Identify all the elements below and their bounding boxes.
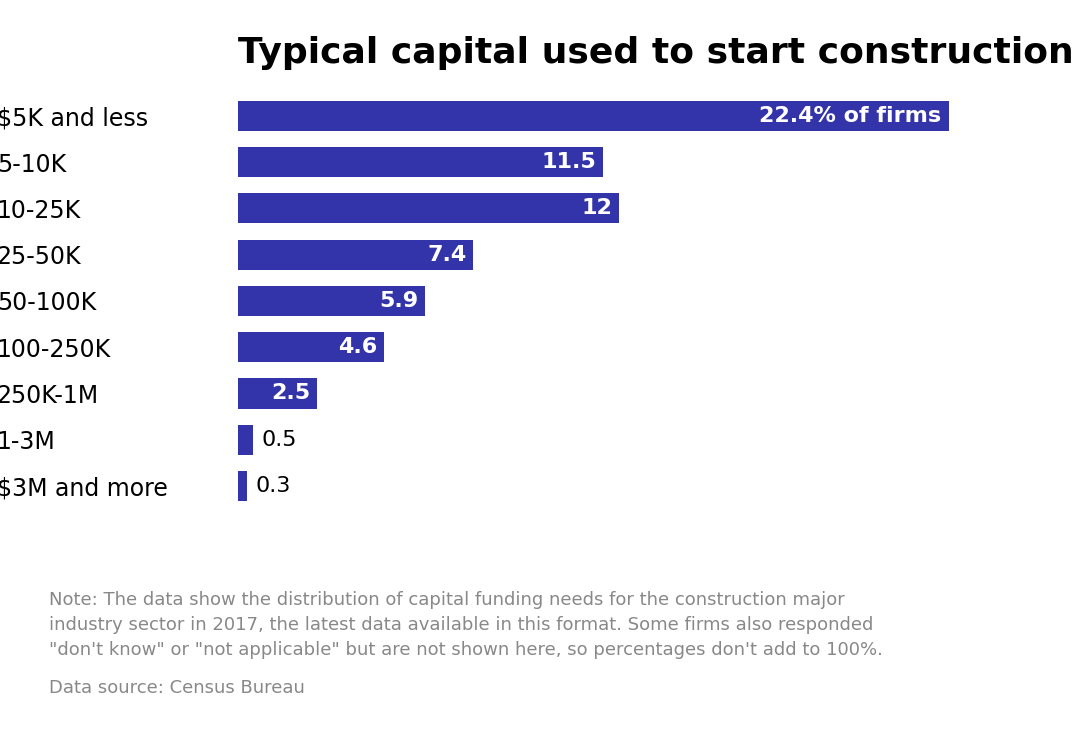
Text: 0.5: 0.5 (261, 430, 297, 450)
Bar (238, 471, 247, 501)
Text: Data source: Census Bureau: Data source: Census Bureau (49, 679, 305, 697)
Text: 12: 12 (581, 198, 612, 219)
Bar (238, 333, 383, 363)
Bar (238, 425, 254, 455)
Text: 22.4% of firms: 22.4% of firms (759, 106, 941, 126)
Bar (238, 286, 426, 316)
Bar (238, 101, 949, 131)
Text: 5.9: 5.9 (379, 291, 419, 311)
Bar (238, 147, 603, 177)
Text: Typical capital used to start construction businesses: Typical capital used to start constructi… (238, 36, 1080, 70)
Text: 2.5: 2.5 (271, 383, 311, 404)
Bar (238, 193, 619, 223)
Text: 4.6: 4.6 (338, 337, 377, 357)
Text: 7.4: 7.4 (427, 244, 467, 265)
Bar (238, 239, 473, 269)
Bar (238, 379, 318, 409)
Text: 11.5: 11.5 (542, 152, 596, 172)
Text: 0.3: 0.3 (255, 476, 291, 496)
Text: Note: The data show the distribution of capital funding needs for the constructi: Note: The data show the distribution of … (49, 591, 882, 659)
